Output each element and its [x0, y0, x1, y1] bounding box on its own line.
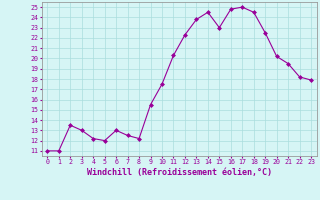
X-axis label: Windchill (Refroidissement éolien,°C): Windchill (Refroidissement éolien,°C): [87, 168, 272, 177]
